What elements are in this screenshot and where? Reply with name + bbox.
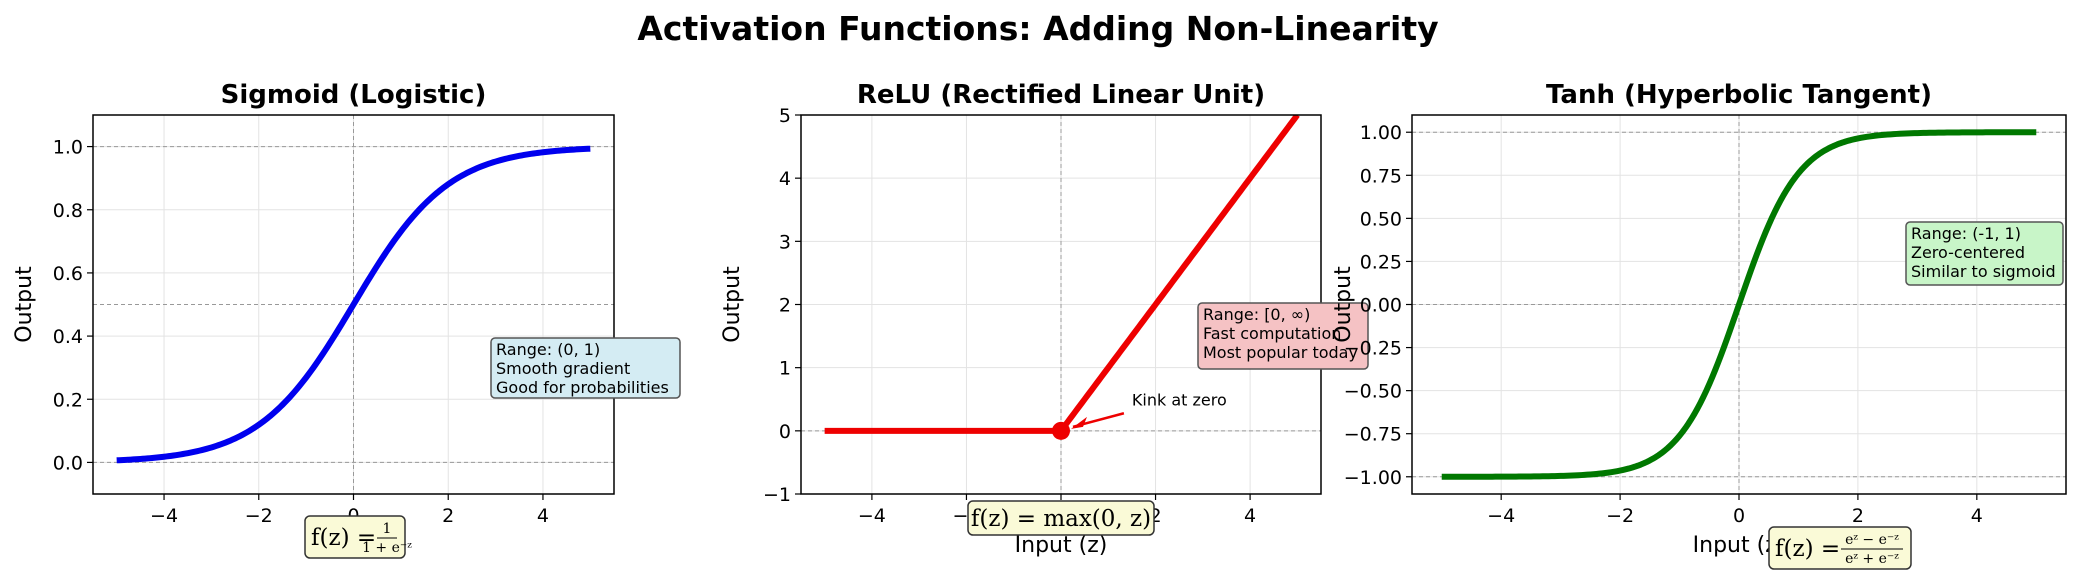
x-tick-label: 2 [442, 505, 454, 527]
formula-lhs: f(z) = [311, 525, 376, 551]
panel-title: Tanh (Hyperbolic Tangent) [1546, 80, 1932, 110]
x-tick-label: −4 [150, 505, 178, 527]
formula-text: f(z) = max(0, z) [971, 506, 1151, 532]
kink-arrow-head [1071, 416, 1087, 429]
y-tick-label: 3 [779, 231, 791, 253]
y-axis-label: Output [12, 266, 37, 343]
panel-tanh: −4 −2 0 2 4 −1.00 −0.75 −0.50 −0.25 0.00 0.25 0.50 0… [1331, 80, 2067, 570]
y-tick-label: 1.00 [1360, 122, 1402, 144]
y-tick-label: 0.4 [53, 326, 83, 348]
y-tick-label: 1.0 [53, 137, 83, 159]
x-tick-label: −2 [245, 505, 273, 527]
info-box-line: Good for probabilities [496, 378, 669, 397]
info-box-line: Similar to sigmoid [1911, 262, 2056, 281]
y-tick-label: 0.8 [53, 200, 83, 222]
info-box-line: Zero-centered [1911, 243, 2025, 262]
figure-title: Activation Functions: Adding Non-Lineari… [637, 9, 1438, 48]
y-tick-label: 5 [779, 105, 791, 127]
x-axis-label: Input (z) [1015, 533, 1108, 558]
panel-title: ReLU (Rectified Linear Unit) [857, 80, 1265, 110]
x-tick-label: 0 [1733, 505, 1745, 527]
panel-title: Sigmoid (Logistic) [221, 80, 487, 110]
x-tick-label: 4 [537, 505, 549, 527]
formula-denominator: eᶻ + e⁻ᶻ [1845, 551, 1899, 567]
y-tick-label: 0.6 [53, 263, 83, 285]
formula-box: f(z) = eᶻ − e⁻ᶻ eᶻ + e⁻ᶻ [1768, 526, 1912, 570]
info-box-line: Most popular today [1203, 343, 1358, 362]
formula-denominator: 1 + e⁻ᶻ [362, 540, 412, 556]
series-line-tanh [1441, 129, 2037, 480]
formula-numerator: eᶻ − e⁻ᶻ [1845, 532, 1899, 548]
series-line-sigmoid [116, 145, 591, 464]
formula-numerator: 1 [383, 521, 392, 537]
y-tick-label: 0.2 [53, 389, 83, 411]
x-tick-label: −4 [1487, 505, 1515, 527]
y-tick-label: 1 [779, 358, 791, 380]
y-tick-label: 4 [779, 168, 791, 190]
y-tick-label: 2 [779, 295, 791, 317]
y-tick-label: −0.75 [1344, 424, 1402, 446]
y-tick-label: 0.0 [53, 452, 83, 474]
y-tick-label: 0.25 [1360, 251, 1402, 273]
y-axis-label: Output [720, 266, 745, 343]
x-tick-label: 2 [1852, 505, 1864, 527]
info-box-line: Range: [0, ∞) [1203, 305, 1310, 324]
formula-lhs: f(z) = [1775, 536, 1840, 562]
formula-box: f(z) = max(0, z) [967, 500, 1155, 536]
x-tick-label: −2 [1606, 505, 1634, 527]
y-tick-label: 0.75 [1360, 165, 1402, 187]
x-tick-label: 4 [1244, 505, 1256, 527]
y-tick-label: −0.25 [1344, 338, 1402, 360]
x-tick-label: 4 [1971, 505, 1983, 527]
kink-marker [1052, 421, 1070, 440]
y-tick-label: 0.50 [1360, 208, 1402, 230]
info-box-line: Fast computation [1203, 324, 1341, 343]
info-box-line: Range: (0, 1) [496, 340, 600, 359]
info-box-line: Range: (-1, 1) [1911, 224, 2021, 243]
kink-label: Kink at zero [1132, 390, 1227, 409]
y-axis-label: Output [1331, 266, 1356, 343]
y-tick-label: 0 [779, 421, 791, 443]
formula-box: f(z) = 1 1 + e⁻ᶻ [304, 515, 412, 559]
info-box-line: Smooth gradient [496, 359, 630, 378]
x-tick-label: −4 [858, 505, 886, 527]
y-tick-label: 0.00 [1360, 295, 1402, 317]
y-tick-label: −0.50 [1344, 381, 1402, 403]
y-tick-label: −1.00 [1344, 467, 1402, 489]
y-tick-label: −1 [763, 484, 791, 506]
